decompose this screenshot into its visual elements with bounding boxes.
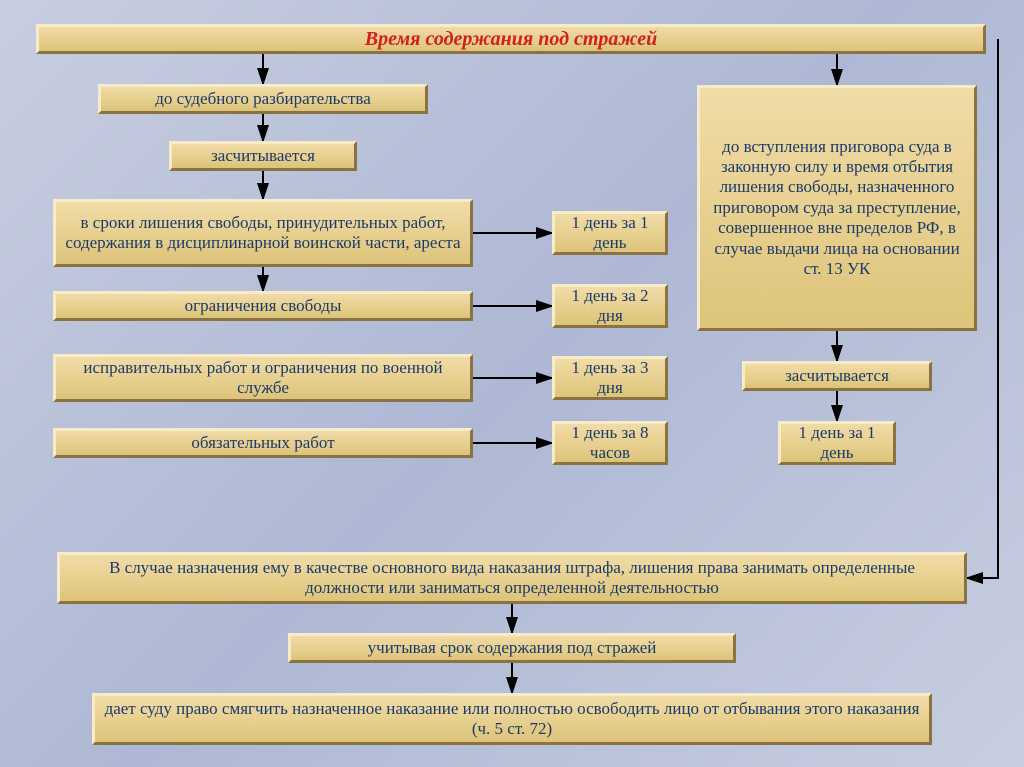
- node-title: Время содержания под стражей: [36, 24, 986, 54]
- node-n_r4: 1 день за 8 часов: [552, 421, 668, 465]
- node-n_trial: до судебного разбирательства: [98, 84, 428, 114]
- node-n_out: дает суду право смягчить назначенное нак…: [92, 693, 932, 745]
- node-n_term: в сроки лишения свободы, принудительных …: [53, 199, 473, 267]
- node-n_cons: учитывая срок содержания под стражей: [288, 633, 736, 663]
- node-n_r1: 1 день за 1 день: [552, 211, 668, 255]
- node-n_c2: засчитывается: [742, 361, 932, 391]
- node-n_case: В случае назначения ему в качестве основ…: [57, 552, 967, 604]
- node-n_big: до вступления приговора суда в законную …: [697, 85, 977, 331]
- node-n_corr: исправительных работ и ограничения по во…: [53, 354, 473, 402]
- node-n_oblig: обязательных работ: [53, 428, 473, 458]
- node-n_r2: 1 день за 2 дня: [552, 284, 668, 328]
- node-n_count: засчитывается: [169, 141, 357, 171]
- node-n_lim: ограничения свободы: [53, 291, 473, 321]
- node-n_rr: 1 день за 1 день: [778, 421, 896, 465]
- node-n_r3: 1 день за 3 дня: [552, 356, 668, 400]
